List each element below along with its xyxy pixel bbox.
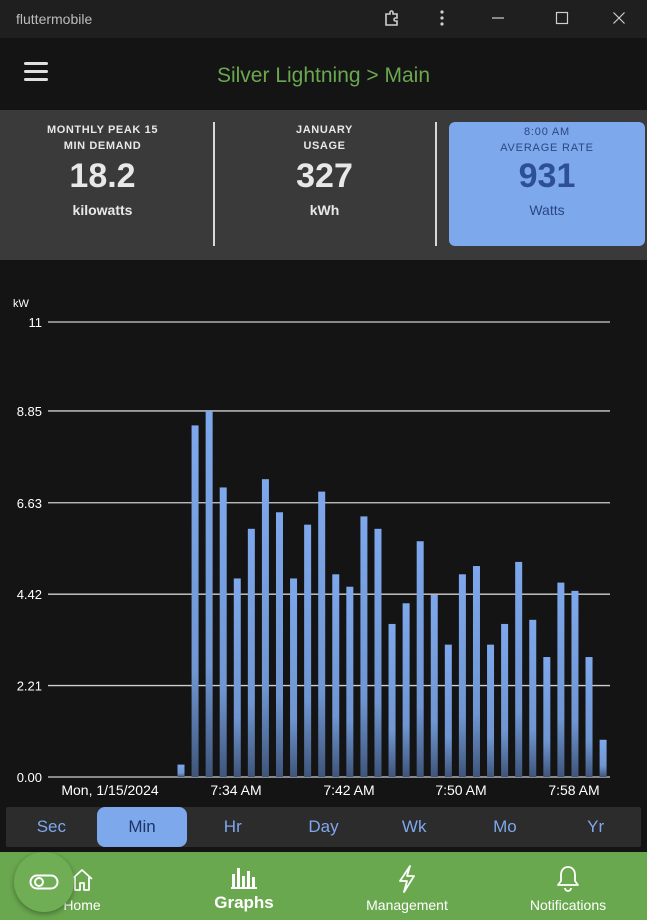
bottom-navigation: Home Graphs Management Notifications [0, 852, 647, 920]
stat-label: 8:00 AM AVERAGE RATE [500, 126, 594, 154]
chart-bar[interactable] [557, 582, 565, 777]
chart-bar[interactable] [261, 479, 269, 777]
window-titlebar: fluttermobile [0, 0, 647, 38]
chart-bar[interactable] [332, 574, 340, 777]
close-icon[interactable] [603, 4, 635, 32]
chart-bar[interactable] [205, 410, 213, 777]
chart-bar[interactable] [247, 528, 255, 777]
chart-bar[interactable] [346, 586, 354, 777]
divider [435, 122, 437, 246]
chart-bar[interactable] [599, 739, 607, 777]
y-axis-label: kW [13, 298, 30, 310]
chart-bar[interactable] [585, 657, 593, 777]
stat-january-usage[interactable]: JANUARY USAGE 327 kWh [222, 122, 427, 246]
range-option-yr[interactable]: Yr [587, 817, 605, 836]
stat-average-rate[interactable]: 8:00 AM AVERAGE RATE 931 Watts [449, 122, 645, 246]
chart-bar[interactable] [571, 590, 579, 777]
range-option-hr[interactable]: Hr [223, 817, 242, 836]
maximize-icon[interactable] [546, 4, 578, 32]
nav-graphs[interactable]: Graphs [200, 852, 288, 920]
y-tick-label: 6.63 [17, 496, 42, 511]
nav-management-label: Management [366, 897, 448, 913]
chart-bar[interactable] [472, 566, 480, 777]
chart-bar[interactable] [318, 491, 326, 777]
chart-bar[interactable] [402, 603, 410, 777]
stat-label: MONTHLY PEAK 15 MIN DEMAND [46, 124, 159, 152]
bell-icon [557, 866, 579, 892]
chart-bar[interactable] [543, 657, 551, 777]
stat-unit: kWh [309, 202, 340, 218]
y-tick-label: 4.42 [17, 587, 42, 602]
stat-value: 327 [296, 157, 353, 195]
chart-bar[interactable] [501, 623, 509, 777]
chart-bar[interactable] [458, 574, 466, 777]
y-tick-label: 2.21 [17, 679, 42, 694]
more-vert-icon[interactable] [426, 4, 458, 32]
stat-unit: kilowatts [72, 202, 133, 218]
chart-bar[interactable] [177, 764, 185, 777]
home-icon [71, 869, 93, 891]
range-option-mo[interactable]: Mo [493, 817, 517, 836]
menu-icon[interactable] [20, 62, 52, 86]
nav-notifications-label: Notifications [529, 897, 607, 913]
chart-bar[interactable] [388, 623, 396, 777]
stats-panel: MONTHLY PEAK 15 MIN DEMAND 18.2 kilowatts… [0, 110, 647, 260]
chart-bar[interactable] [444, 644, 452, 777]
range-option-day[interactable]: Day [308, 817, 339, 836]
chart-bar[interactable] [219, 487, 227, 777]
range-option-min[interactable]: Min [96, 807, 188, 847]
stat-value: 18.2 [69, 157, 136, 195]
x-tick-label: 7:34 AM [210, 782, 261, 798]
chart-bar[interactable] [416, 541, 424, 777]
chart-bar[interactable] [529, 619, 537, 777]
chart-bar[interactable] [515, 561, 523, 777]
power-chart[interactable]: kW 11 8.85 6.63 4.42 2.21 0.00 Mon, 1/15/2024 7:… [0, 260, 647, 805]
chart-bar[interactable] [304, 524, 312, 777]
chart-bar[interactable] [191, 425, 199, 777]
app-bar: Silver Lightning > Main [0, 38, 647, 110]
page-title: Silver Lightning > Main [216, 64, 431, 87]
range-option-sec[interactable]: Sec [36, 817, 66, 836]
x-tick-label: 7:58 AM [548, 782, 599, 798]
chart-bar[interactable] [233, 578, 241, 777]
x-tick-label: 7:42 AM [323, 782, 374, 798]
nav-notifications[interactable]: Notifications [518, 852, 618, 920]
divider [213, 122, 215, 246]
nav-graphs-label: Graphs [214, 893, 274, 912]
y-tick-label: 0.00 [17, 770, 42, 785]
range-option-wk[interactable]: Wk [401, 817, 427, 836]
stat-peak-demand[interactable]: MONTHLY PEAK 15 MIN DEMAND 18.2 kilowatts [0, 122, 205, 246]
bar-chart-icon [231, 868, 257, 889]
bar-chart-svg[interactable]: kW 11 8.85 6.63 4.42 2.21 0.00 Mon, 1/15/2024 7:… [0, 260, 647, 805]
nav-home-label: Home [63, 897, 101, 913]
window-title: fluttermobile [16, 11, 93, 27]
nav-management[interactable]: Management [355, 852, 459, 920]
chart-bar[interactable] [360, 516, 368, 777]
stat-value: 931 [518, 157, 576, 195]
extension-icon[interactable] [376, 4, 408, 32]
toggle-icon [29, 874, 59, 890]
nav-home[interactable]: Home [40, 852, 124, 920]
chart-bar[interactable] [374, 528, 382, 777]
chart-bar[interactable] [430, 595, 438, 777]
x-tick-label: 7:50 AM [435, 782, 486, 798]
floating-action-button[interactable] [14, 852, 74, 912]
lightning-icon [399, 865, 415, 893]
x-tick-label: Mon, 1/15/2024 [61, 782, 159, 798]
time-range-selector: Sec Min Hr Day Wk Mo Yr [6, 807, 641, 847]
y-tick-label: 11 [29, 315, 43, 330]
chart-bar[interactable] [275, 512, 283, 777]
minimize-icon[interactable] [482, 4, 514, 32]
stat-unit: Watts [529, 202, 565, 218]
chart-bar[interactable] [487, 644, 495, 777]
stat-label: JANUARY USAGE [296, 124, 353, 152]
chart-bar[interactable] [290, 578, 298, 777]
y-tick-label: 8.85 [17, 404, 42, 419]
